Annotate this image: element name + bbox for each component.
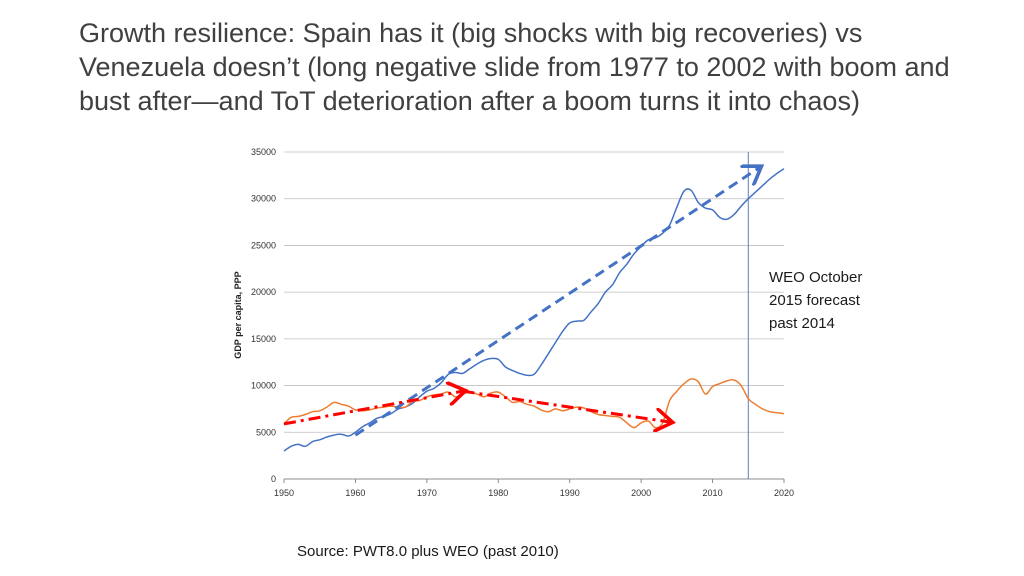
y-tick-label: 5000 [256,427,276,437]
trend-arrows [283,168,759,437]
x-tick-label: 1990 [560,488,580,498]
axes: 0 5000 10000 15000 20000 25000 30000 35000 1950 1… [251,147,794,498]
series-lines [283,168,785,452]
x-tick-label: 1980 [488,488,508,498]
x-tick-label: 1950 [274,488,294,498]
y-axis-label: GDP per capita, PPP [233,271,243,358]
y-tick-label: 25000 [251,240,276,250]
trend-arrow [462,389,670,422]
series-line-venezuela [283,378,785,429]
forecast-note: WEO October 2015 forecast past 2014 [769,266,909,335]
forecast-note-line: WEO October [769,269,863,286]
x-tick-label: 1970 [417,488,437,498]
trend-arrow [354,168,759,437]
x-tick-label: 1960 [345,488,365,498]
y-tick-label: 35000 [251,147,276,157]
forecast-note-line: 2015 forecast [769,292,860,309]
x-tick-label: 2000 [631,488,651,498]
y-tick-label: 20000 [251,287,276,297]
forecast-note-line: past 2014 [769,315,835,332]
y-tick-label: 0 [271,474,276,484]
y-tick-label: 15000 [251,334,276,344]
gridlines [284,151,784,433]
trend-arrow [283,391,463,426]
source-note: Source: PWT8.0 plus WEO (past 2010) [297,543,559,560]
x-tick-label: 2010 [703,488,723,498]
slide-title: Growth resilience: Spain has it (big sho… [79,18,950,116]
x-tick-label: 2020 [774,488,794,498]
y-tick-label: 10000 [251,381,276,391]
series-line-spain [283,168,785,452]
y-tick-label: 30000 [251,194,276,204]
